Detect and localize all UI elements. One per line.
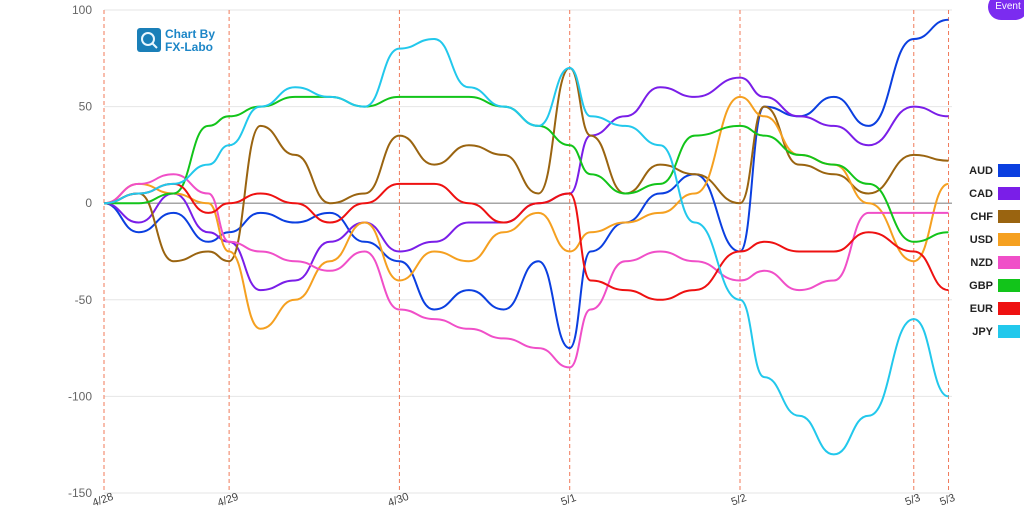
grid-lines	[104, 9, 952, 494]
legend-label: CAD	[969, 188, 993, 200]
legend-swatch	[998, 325, 1020, 338]
series-line-chf	[103, 67, 949, 263]
legend-swatch	[998, 164, 1020, 177]
y-tick-label: -150	[68, 486, 92, 500]
magnifier-icon	[141, 32, 155, 46]
legend-label: JPY	[972, 326, 993, 338]
x-tick-label: 4/30	[386, 491, 410, 510]
legend-swatch	[998, 187, 1020, 200]
y-tick-label: -100	[68, 389, 92, 403]
legend: AUD CAD CHF USD NZD GBP EUR JPY	[969, 164, 1020, 338]
x-tick-label: 5/2	[730, 492, 748, 509]
series-line-jpy	[103, 38, 949, 456]
series-line-nzd	[103, 173, 949, 369]
x-tick-label: 5/1	[559, 492, 577, 509]
x-tick-label: 4/29	[216, 491, 240, 510]
x-axis: 4/28 4/29 4/30 5/1 5/2 5/3 5/3	[91, 491, 957, 510]
y-tick-label: 0	[85, 196, 92, 210]
legend-swatch	[998, 210, 1020, 223]
legend-label: GBP	[969, 280, 993, 292]
legend-swatch	[998, 279, 1020, 292]
y-tick-label: 100	[72, 3, 92, 17]
legend-label: AUD	[969, 165, 993, 177]
logo-line1: Chart By	[165, 27, 215, 41]
event-button[interactable]: Event	[988, 0, 1024, 20]
chart-logo: Chart By FX-Labo	[137, 27, 215, 54]
legend-label: CHF	[970, 211, 993, 223]
x-tick-label: 4/28	[91, 491, 115, 510]
series-layer	[103, 18, 949, 456]
legend-swatch	[998, 256, 1020, 269]
legend-label: NZD	[970, 257, 993, 269]
x-tick-label: 5/3	[904, 492, 922, 509]
magnifier-handle	[151, 42, 158, 49]
legend-swatch	[998, 302, 1020, 315]
series-line-usd	[103, 95, 949, 330]
series-line-gbp	[104, 95, 949, 243]
series-line-eur	[103, 182, 949, 301]
legend-label: USD	[970, 234, 993, 246]
legend-label: EUR	[970, 303, 993, 315]
logo-line2: FX-Labo	[165, 40, 213, 54]
logo-icon	[137, 28, 161, 52]
y-axis: 100 50 0 -50 -100 -150	[68, 3, 92, 500]
y-tick-label: 50	[79, 100, 93, 114]
legend-swatch	[998, 233, 1020, 246]
x-tick-label: 5/3	[938, 492, 956, 509]
y-tick-label: -50	[75, 293, 93, 307]
